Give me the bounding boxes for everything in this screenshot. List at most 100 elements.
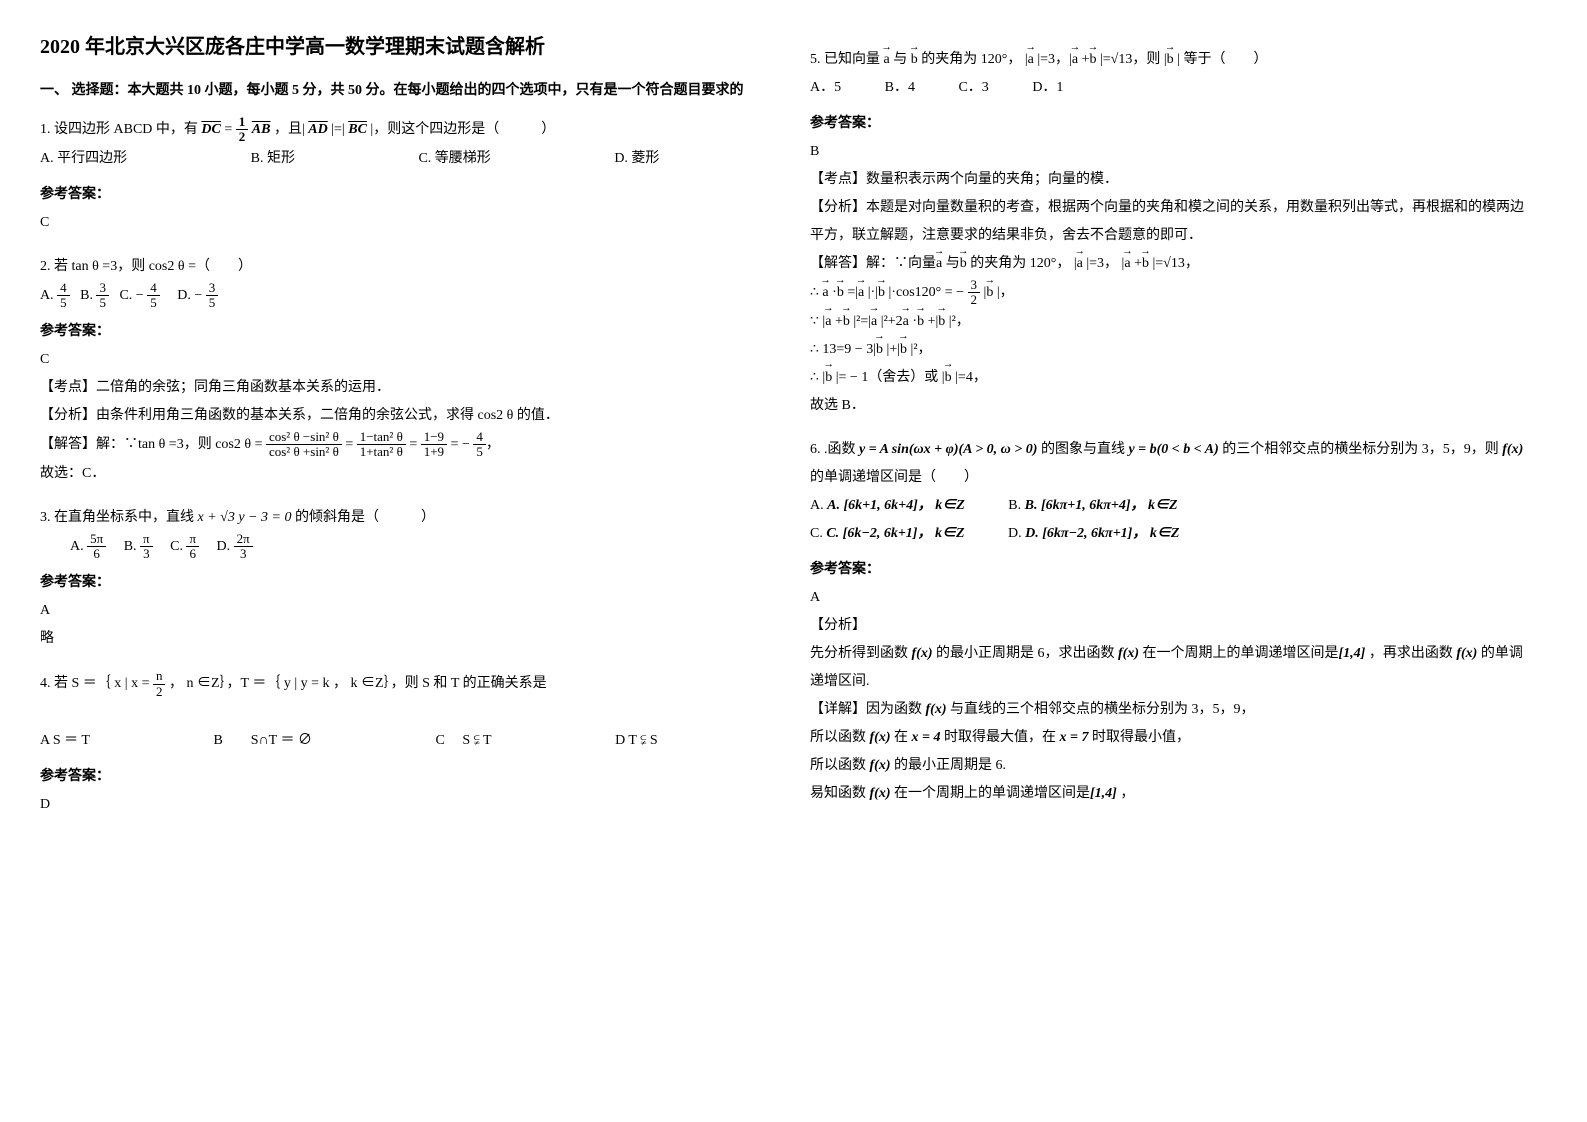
q1-stem-b: ，且| (274, 122, 305, 137)
q3-ans-label: 参考答案： (40, 569, 760, 597)
q6-opt-D: D. D. [6kπ−2, 6kπ+1]， k∈Z (1008, 520, 1179, 548)
q5-l1f: |=√13， (1152, 256, 1198, 271)
q2-fenxi: 【分析】由条件利用角三角函数的基本关系，二倍角的余弦公式，求得 cos2 θ 的… (40, 402, 760, 430)
question-5: 5. 已知向量 a 与 b 的夹角为 120°， |a |=3，|a +b |=… (810, 46, 1530, 420)
q6-p1c: 在一个周期上的单调递增区间是 (1143, 646, 1339, 661)
q5-stem-d: |=3，| (1037, 52, 1072, 67)
q5-guxuan: 故选 B． (810, 392, 1530, 420)
q6-p4b: 的最小正周期是 6. (894, 758, 1006, 773)
q2-D-frac: 35 (206, 281, 219, 311)
vec-AD: AD (308, 122, 327, 137)
q2-jieda: 【解答】解：∵tan θ =3，则 cos2 θ = cos² θ −sin² … (40, 430, 760, 460)
q6-p4a: 所以函数 (810, 758, 870, 773)
q2-A-pre: A. (40, 288, 57, 303)
q2-jd-frac3: 1−91+9 (421, 430, 447, 460)
q1-stem-a: 1. 设四边形 ABCD 中，有 (40, 122, 198, 137)
q6-p3a: 所以函数 (810, 730, 870, 745)
question-6: 6. .函数 y = A sin(ωx + φ)(A > 0, ω > 0) 的… (810, 436, 1530, 808)
vec-a2: a (1028, 46, 1034, 74)
q6-stem-d: 的单调递增区间是（ ） (810, 470, 978, 485)
q6-opt-A: A. A. [6k+1, 6k+4]， k∈Z (810, 492, 965, 520)
question-1: 1. 设四边形 ABCD 中，有 DC = 12 AB ，且| AD |=| B… (40, 115, 760, 237)
q1-opt-D: D. 菱形 (614, 145, 659, 173)
vec-b5: b (1142, 250, 1149, 278)
q6-fx: f(x) (1502, 442, 1523, 457)
q2-guxuan: 故选：C． (40, 460, 760, 488)
vec-a3: a (1072, 46, 1078, 74)
q6-D-txt: D. [6kπ−2, 6kπ+1]， k∈Z (1025, 526, 1179, 541)
q5-stem-c: 的夹角为 120°， | (921, 52, 1027, 67)
q2-C-frac: 45 (147, 281, 160, 311)
q3-A-pre: A. (70, 539, 87, 554)
q2-jd-eq1: = (345, 437, 356, 452)
section-1-heading: 一、 选择题：本大题共 10 小题，每小题 5 分，共 50 分。在每小题给出的… (40, 79, 760, 99)
q6-p5b: 在一个周期上的单调递增区间是 (894, 786, 1090, 801)
q3-C-frac: π6 (186, 532, 199, 562)
q3-lue: 略 (40, 625, 760, 653)
q6-p1a: 先分析得到函数 (810, 646, 912, 661)
question-3: 3. 在直角坐标系中，直线 x + √3 y − 3 = 0 的倾斜角是（ ） … (40, 504, 760, 654)
q5-opt-C: C．3 (958, 74, 988, 102)
q5-l5c: |=4， (955, 370, 987, 385)
q3-expr: x + √3 y − 3 = 0 (198, 510, 292, 525)
q4-ans-label: 参考答案： (40, 763, 760, 791)
q5-kaodian: 【考点】数量积表示两个向量的夹角；向量的模． (810, 166, 1530, 194)
q5-line5: ∴ |b |= − 1（舍去）或 |b |=4， (810, 364, 1530, 392)
q6-p3: 所以函数 f(x) 在 x = 4 时取得最大值，在 x = 7 时取得最小值， (810, 724, 1530, 752)
q2-jd-a: 【解答】解：∵tan θ =3，则 cos2 θ = (40, 437, 266, 452)
left-column: 2020 年北京大兴区庞各庄中学高一数学理期末试题含解析 一、 选择题：本大题共… (40, 30, 760, 835)
q3-C-pre: C. (170, 539, 186, 554)
q2-ans-label: 参考答案： (40, 318, 760, 346)
q5-opt-B: B．4 (885, 74, 915, 102)
vec-a4: a (936, 250, 942, 278)
q5-stem-a: 5. 已知向量 (810, 52, 884, 67)
q5-l5b: |= − 1（舍去）或 | (836, 370, 945, 385)
q2-B-pre: B. (80, 288, 96, 303)
q1-stem-d: |，则这个四边形是（ ） (370, 122, 555, 137)
q2-jd-frac4: 45 (473, 430, 486, 460)
vec-b11: b (938, 308, 945, 336)
q6-p4: 所以函数 f(x) 的最小正周期是 6. (810, 752, 1530, 780)
: [1,4] (1339, 646, 1366, 661)
q4-answer: D (40, 791, 760, 819)
q2-A-frac: 45 (57, 281, 70, 311)
q6-stem-b: 的图象与直线 (1041, 442, 1129, 457)
q3-stem-a: 3. 在直角坐标系中，直线 (40, 510, 194, 525)
q6-p3x7: x = 7 (1059, 730, 1088, 745)
q1-opt-C: C. 等腰梯形 (418, 145, 490, 173)
q6-fx4: f(x) (926, 702, 947, 717)
q6-p3d: 时取得最小值， (1092, 730, 1190, 745)
vec-b12: b (876, 336, 883, 364)
q6-stem-c: 的三个相邻交点的横坐标分别为 3，5，9，则 (1222, 442, 1502, 457)
q5-l4c: |²， (911, 342, 932, 357)
question-2: 2. 若 tan θ =3，则 cos2 θ =（ ） A. 45 B. 35 … (40, 253, 760, 488)
vec-b8: b (986, 279, 993, 307)
q6-p5c: ， (1120, 786, 1134, 801)
q3-D-frac: 2π3 (234, 532, 253, 562)
vec-a5: a (1077, 250, 1083, 278)
q6-fenxi-label: 【分析】 (810, 612, 1530, 640)
vec-b15: b (945, 364, 952, 392)
q5-ans-label: 参考答案： (810, 110, 1530, 138)
q6-p3x4: x = 4 (912, 730, 941, 745)
q5-line4: ∴ 13=9 − 3|b |+|b |²， (810, 336, 1530, 364)
q6-p1: 先分析得到函数 f(x) 的最小正周期是 6，求出函数 f(x) 在一个周期上的… (810, 640, 1530, 696)
vec-AB: AB (252, 122, 271, 137)
vec-b9: b (843, 308, 850, 336)
frac-1-2: 12 (236, 115, 249, 145)
q6-expr2: y = b(0 < b < A) (1128, 442, 1218, 457)
q6-fx1: f(x) (912, 646, 933, 661)
q5-l2g: | (997, 285, 1000, 300)
vec-b13: b (900, 336, 907, 364)
q2-stem: 2. 若 tan θ =3，则 cos2 θ =（ ） (40, 253, 760, 281)
q2-kaodian: 【考点】二倍角的余弦；同角三角函数基本关系的运用． (40, 374, 760, 402)
vec-b2: b (1089, 46, 1096, 74)
q5-opt-D: D．1 (1032, 74, 1063, 102)
q4-frac: n2 (153, 669, 166, 699)
vec-a6: a (1124, 250, 1130, 278)
q6-fx6: f(x) (870, 758, 891, 773)
q5-line1: 【解答】解：∵向量a 与b 的夹角为 120°， |a |=3， |a +b |… (810, 250, 1530, 278)
q6-p2b: 与直线的三个相邻交点的横坐标分别为 3，5，9， (950, 702, 1255, 717)
q2-jd-frac1: cos² θ −sin² θcos² θ +sin² θ (266, 430, 342, 460)
q6-p2a: 【详解】因为函数 (810, 702, 926, 717)
